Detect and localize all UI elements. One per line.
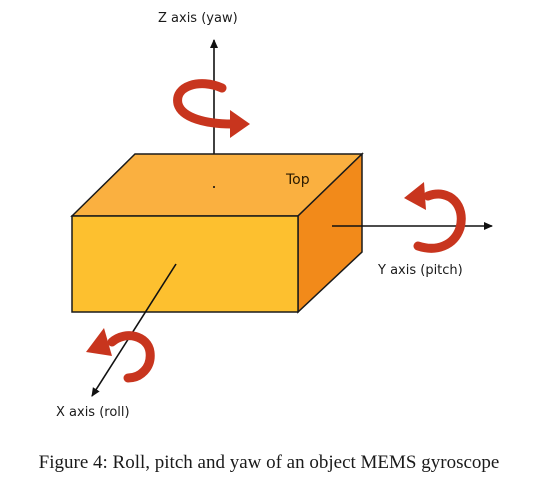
top-face-label: Top xyxy=(285,172,310,188)
pitch-rotation-arrow-icon xyxy=(404,182,466,253)
z-axis-label: Z axis (yaw) xyxy=(158,11,238,26)
gyroscope-axes-diagram: Top Y axis (pitch) X axis (roll) Z axis … xyxy=(56,11,493,420)
x-axis-line xyxy=(91,263,177,397)
yaw-rotation-arrow-icon xyxy=(173,79,250,138)
y-axis-label: Y axis (pitch) xyxy=(377,263,463,278)
x-axis-label: X axis (roll) xyxy=(56,405,130,420)
figure-caption: Figure 4: Roll, pitch and yaw of an obje… xyxy=(38,452,500,473)
box-front-face xyxy=(71,215,299,313)
roll-rotation-arrow-icon xyxy=(86,328,155,383)
